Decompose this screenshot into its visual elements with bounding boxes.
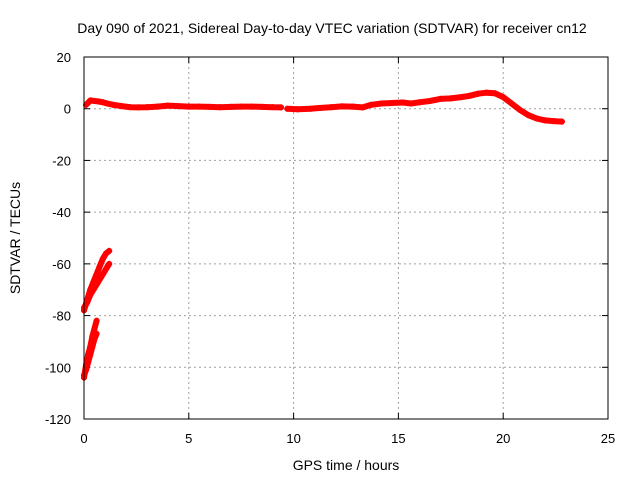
y-tick-label: -20 — [52, 153, 71, 168]
y-tick-label: -40 — [52, 205, 71, 220]
data-point — [106, 247, 113, 254]
data-point — [104, 100, 111, 107]
data-point — [447, 95, 454, 102]
data-point — [349, 103, 356, 110]
data-point — [248, 103, 255, 110]
data-point — [389, 100, 396, 107]
data-point — [143, 104, 150, 111]
data-point — [483, 89, 490, 96]
data-point — [127, 104, 134, 111]
data-point — [328, 104, 335, 111]
x-axis-label: GPS time / hours — [293, 457, 400, 473]
data-point — [558, 118, 565, 125]
y-tick-label: -80 — [52, 309, 71, 324]
data-point — [378, 100, 385, 107]
data-point — [359, 104, 366, 111]
data-point — [516, 107, 523, 114]
data-point — [96, 263, 103, 270]
data-point — [103, 250, 110, 257]
data-point — [368, 101, 375, 108]
data-point — [508, 100, 515, 107]
x-tick-label: 25 — [601, 431, 615, 446]
series-mid-track — [284, 89, 565, 125]
data-point — [475, 90, 482, 97]
data-point — [96, 276, 103, 283]
data-point — [238, 103, 245, 110]
data-point — [550, 118, 557, 125]
y-tick-label: 20 — [57, 50, 71, 65]
data-point — [110, 101, 117, 108]
data-point — [269, 104, 276, 111]
x-tick-label: 5 — [185, 431, 192, 446]
data-point — [196, 103, 203, 110]
data-layer — [81, 89, 565, 381]
data-point — [227, 103, 234, 110]
data-point — [103, 266, 110, 273]
data-point — [338, 103, 345, 110]
data-point — [118, 103, 125, 110]
data-point — [99, 255, 106, 262]
data-point — [542, 117, 549, 124]
data-point — [175, 103, 182, 110]
data-point — [491, 90, 498, 97]
data-point — [91, 325, 98, 332]
data-point — [87, 351, 94, 358]
data-point — [278, 104, 285, 111]
data-point — [84, 299, 91, 306]
data-point — [458, 94, 465, 101]
data-point — [106, 260, 113, 267]
y-axis-label: SDTVAR / TECUs — [7, 182, 23, 294]
x-tick-label: 15 — [391, 431, 405, 446]
data-point — [416, 99, 423, 106]
data-point — [93, 317, 100, 324]
data-point — [99, 99, 106, 106]
data-point — [500, 94, 507, 101]
data-point — [91, 335, 98, 342]
data-point — [217, 104, 224, 111]
grid-layer — [84, 57, 608, 419]
data-point — [87, 291, 94, 298]
data-point — [284, 105, 291, 112]
data-point — [426, 97, 433, 104]
data-point — [437, 95, 444, 102]
data-point — [93, 271, 100, 278]
data-point — [294, 106, 301, 113]
data-point — [89, 343, 96, 350]
data-point — [90, 286, 97, 293]
tick-layer: 0 5 10 15 20 25 20 0 -20 -40 -60 -80 -100 -120 — [45, 50, 615, 446]
x-tick-label: 20 — [496, 431, 510, 446]
data-point — [206, 103, 213, 110]
data-point — [307, 105, 314, 112]
data-point — [259, 103, 266, 110]
chart-title: Day 090 of 2021, Sidereal Day-to-day VTE… — [77, 20, 587, 36]
y-tick-label: -60 — [52, 257, 71, 272]
plot-frame — [83, 56, 609, 420]
data-point — [93, 281, 100, 288]
x-tick-label: 0 — [80, 431, 87, 446]
data-point — [99, 271, 106, 278]
data-point — [317, 104, 324, 111]
x-tick-label: 10 — [286, 431, 300, 446]
data-point — [399, 99, 406, 106]
data-point — [533, 115, 540, 122]
data-point — [135, 104, 142, 111]
data-point — [85, 359, 92, 366]
data-point — [407, 100, 414, 107]
data-point — [164, 102, 171, 109]
y-tick-label: 0 — [64, 102, 71, 117]
data-point — [154, 103, 161, 110]
data-point — [185, 103, 192, 110]
data-point — [93, 330, 100, 337]
y-tick-label: -120 — [45, 412, 71, 427]
series-main-track — [83, 97, 285, 111]
data-point — [525, 112, 532, 119]
data-point — [466, 92, 473, 99]
y-tick-label: -100 — [45, 360, 71, 375]
